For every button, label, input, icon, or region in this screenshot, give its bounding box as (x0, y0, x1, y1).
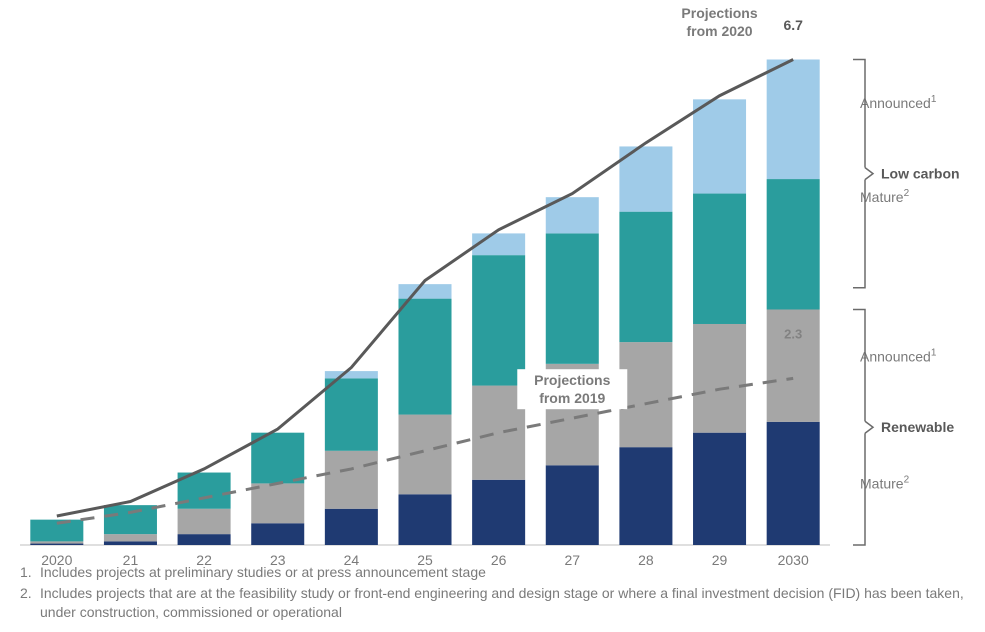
legend-label-announced_lc: Announced1 (860, 94, 937, 111)
bar-segment-renewable_mature (472, 480, 525, 545)
bar-segment-renewable_mature (546, 465, 599, 545)
footnote-number: 2. (20, 584, 40, 622)
bar-segment-renewable_announced (398, 415, 451, 495)
projection-2019-annotation: Projections (534, 372, 610, 388)
projection-2020-label: Projections (681, 5, 757, 21)
bar-segment-lowcarbon_announced (325, 371, 378, 378)
group-label: Renewable (881, 419, 954, 435)
bar-segment-lowcarbon_mature (325, 378, 378, 450)
renewable-2030-value: 2.3 (784, 326, 802, 341)
bar-segment-lowcarbon_mature (619, 212, 672, 342)
footnote-number: 1. (20, 563, 40, 582)
legend-label-mature_rn: Mature2 (860, 474, 910, 491)
legend-label-announced_rn: Announced1 (860, 348, 937, 365)
legend-label-mature_lc: Mature2 (860, 188, 910, 205)
top-value: 6.7 (783, 17, 803, 33)
bar-segment-lowcarbon_mature (546, 233, 599, 363)
projection-2019-annotation: from 2019 (539, 390, 605, 406)
bar-segment-lowcarbon_mature (767, 179, 820, 309)
bar-segment-renewable_mature (30, 544, 83, 545)
bar-segment-lowcarbon_announced (693, 99, 746, 193)
chart-container: 20202122232425262728292030Projectionsfro… (0, 0, 985, 632)
bar-segment-lowcarbon_mature (693, 194, 746, 324)
bar-segment-renewable_announced (693, 324, 746, 433)
bar-segment-renewable_mature (325, 509, 378, 545)
bar-segment-renewable_mature (693, 433, 746, 545)
bar-segment-renewable_mature (104, 541, 157, 545)
projection-2020-label: from 2020 (686, 23, 752, 39)
footnote-text: Includes projects at preliminary studies… (40, 563, 965, 582)
group-brace (865, 168, 873, 180)
bar-segment-renewable_mature (767, 422, 820, 545)
footnote-row: 2.Includes projects that are at the feas… (20, 584, 965, 622)
bar-segment-lowcarbon_announced (398, 284, 451, 298)
bar-segment-lowcarbon_announced (767, 59, 820, 179)
bar-segment-renewable_announced (178, 509, 231, 534)
bar-segment-lowcarbon_mature (104, 505, 157, 534)
bar-segment-renewable_announced (30, 541, 83, 543)
bar-segment-renewable_announced (619, 342, 672, 447)
bar-segment-renewable_mature (619, 447, 672, 545)
bar-segment-renewable_announced (104, 534, 157, 541)
bar-segment-lowcarbon_mature (398, 299, 451, 415)
group-brace (853, 59, 865, 167)
footnotes: 1.Includes projects at preliminary studi… (20, 563, 965, 624)
group-brace (853, 309, 865, 421)
bar-segment-renewable_announced (251, 483, 304, 523)
bar-segment-lowcarbon_mature (472, 255, 525, 385)
bar-segment-renewable_mature (251, 523, 304, 545)
footnote-row: 1.Includes projects at preliminary studi… (20, 563, 965, 582)
chart-svg: 20202122232425262728292030Projectionsfro… (0, 0, 985, 632)
bar-segment-renewable_mature (178, 534, 231, 545)
footnote-text: Includes projects that are at the feasib… (40, 584, 965, 622)
group-brace (865, 421, 873, 433)
bar-segment-renewable_mature (398, 494, 451, 545)
group-label: Low carbon (881, 166, 960, 182)
bar-segment-renewable_announced (325, 451, 378, 509)
bar-segment-renewable_announced (472, 386, 525, 480)
